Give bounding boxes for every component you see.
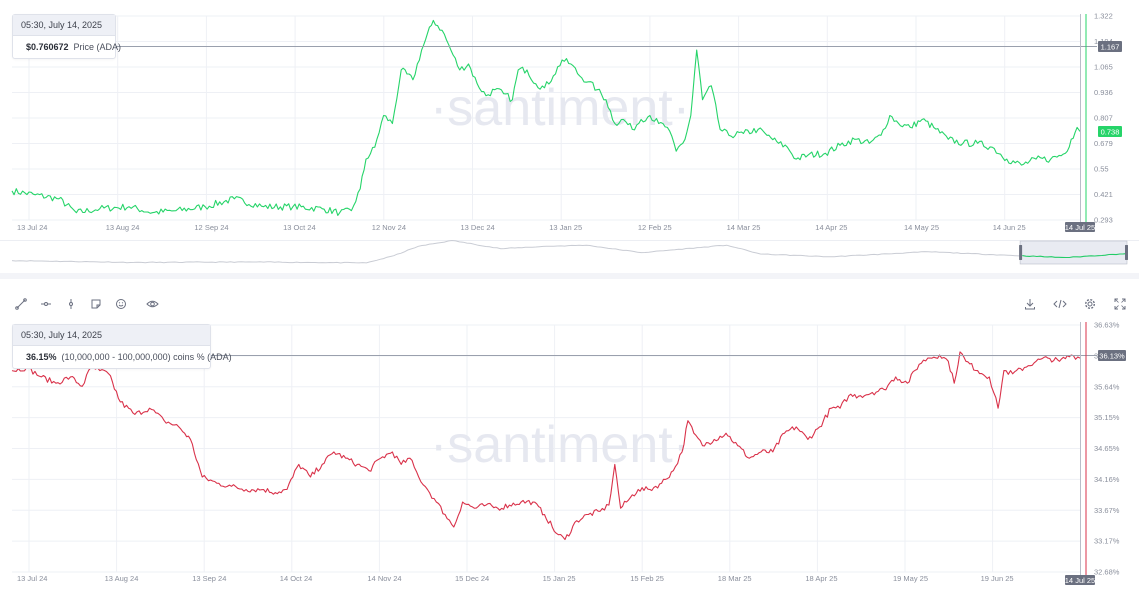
x-tick-label: 18 Mar 25 bbox=[718, 574, 752, 583]
x-tick-label: 19 May 25 bbox=[893, 574, 928, 583]
download-icon[interactable] bbox=[1023, 297, 1037, 311]
range-navigator[interactable] bbox=[0, 239, 1139, 265]
price-crosshair-value-tag: 1.167 bbox=[1098, 41, 1122, 52]
x-tick-label: 14 Mar 25 bbox=[727, 223, 761, 232]
x-tick-label: 15 Dec 24 bbox=[455, 574, 489, 583]
x-tick-label: 13 Dec 24 bbox=[461, 223, 495, 232]
y-tick-label: 0.421 bbox=[1094, 190, 1113, 199]
horizontal-ray-icon[interactable] bbox=[39, 297, 53, 311]
x-tick-label: 18 Apr 25 bbox=[805, 574, 837, 583]
holders-current-date: 14 Jul 25 bbox=[1065, 576, 1095, 585]
price-chart-grid bbox=[12, 15, 1080, 221]
y-tick-label: 1.065 bbox=[1094, 63, 1113, 72]
x-tick-label: 14 Nov 24 bbox=[367, 574, 401, 583]
line-tool-icon[interactable] bbox=[14, 297, 28, 311]
y-tick-label: 33.17% bbox=[1094, 537, 1120, 546]
x-tick-label: 14 Oct 24 bbox=[280, 574, 313, 583]
navigator-series bbox=[11, 239, 1128, 264]
holders-tooltip-value: 36.15% bbox=[26, 352, 57, 362]
y-tick-label: 36.63% bbox=[1094, 321, 1120, 330]
drawing-toolbar bbox=[14, 297, 159, 311]
holders-tooltip-date: 05:30, July 14, 2025 bbox=[13, 325, 210, 346]
x-tick-label: 13 Aug 24 bbox=[106, 223, 140, 232]
price-tooltip: 05:30, July 14, 2025 $0.760672 Price (AD… bbox=[12, 14, 121, 59]
navigator-selection[interactable] bbox=[1019, 240, 1128, 265]
navigator-window[interactable] bbox=[1019, 240, 1128, 265]
price-tooltip-label: Price (ADA) bbox=[73, 42, 122, 52]
x-tick-label: 13 Sep 24 bbox=[192, 574, 226, 583]
holders-tooltip: 05:30, July 14, 2025 36.15% (10,000,000 … bbox=[12, 324, 232, 369]
watermark-bottom: ·santiment· bbox=[430, 416, 690, 474]
holders-x-axis: 13 Jul 24 13 Aug 24 13 Sep 24 14 Oct 24 14 N… bbox=[17, 574, 1014, 583]
watermark-top: ·santiment· bbox=[430, 79, 690, 137]
y-tick-label: 0.55 bbox=[1094, 165, 1109, 174]
holders-tooltip-label: (10,000,000 - 100,000,000) coins % (ADA) bbox=[61, 352, 232, 362]
emoji-icon[interactable] bbox=[114, 297, 128, 311]
navigator-line bbox=[11, 239, 1128, 264]
y-tick-label: 35.15% bbox=[1094, 413, 1120, 422]
y-tick-label: 33.67% bbox=[1094, 506, 1120, 515]
y-tick-label: 32.68% bbox=[1094, 568, 1120, 577]
price-tooltip-date: 05:30, July 14, 2025 bbox=[13, 15, 115, 36]
holders-tooltip-row: 36.15% (10,000,000 - 100,000,000) coins … bbox=[13, 346, 232, 368]
x-tick-label: 13 Jul 24 bbox=[17, 223, 47, 232]
price-last-value-tag: 0.738 bbox=[1098, 126, 1122, 137]
x-tick-label: 14 Jun 25 bbox=[993, 223, 1026, 232]
y-tick-label: 35.64% bbox=[1094, 382, 1120, 391]
x-tick-label: 15 Feb 25 bbox=[630, 574, 664, 583]
note-icon[interactable] bbox=[89, 297, 103, 311]
y-tick-label: 1.322 bbox=[1094, 12, 1113, 21]
y-tick-label: 34.16% bbox=[1094, 475, 1120, 484]
holders-date-tag: 14 Jul 25 bbox=[1065, 575, 1095, 585]
holders-crosshair-value: 36.13% bbox=[1099, 352, 1125, 361]
price-current-date: 14 Jul 25 bbox=[1065, 223, 1095, 232]
navigator-left-handle[interactable] bbox=[1019, 245, 1023, 260]
x-tick-label: 13 Jan 25 bbox=[549, 223, 582, 232]
y-tick-label: 0.936 bbox=[1094, 88, 1113, 97]
embed-code-icon[interactable] bbox=[1053, 297, 1067, 311]
price-series[interactable] bbox=[11, 19, 1081, 216]
x-tick-label: 14 May 25 bbox=[904, 223, 939, 232]
price-crosshair-value: 1.167 bbox=[1101, 43, 1120, 52]
fullscreen-icon[interactable] bbox=[1113, 297, 1127, 311]
y-tick-label: 0.807 bbox=[1094, 114, 1113, 123]
x-tick-label: 12 Nov 24 bbox=[372, 223, 406, 232]
holders-crosshair-value-tag: 36.13% bbox=[1098, 350, 1126, 361]
chart-actions-toolbar bbox=[1023, 297, 1127, 311]
price-tooltip-value: $0.760672 bbox=[26, 42, 69, 52]
navigator-selected-line bbox=[1022, 253, 1128, 259]
settings-gear-icon[interactable] bbox=[1083, 297, 1097, 311]
price-x-axis: 13 Jul 24 13 Aug 24 12 Sep 24 13 Oct 24 12 N… bbox=[17, 223, 1026, 232]
navigator-right-handle[interactable] bbox=[1125, 245, 1128, 260]
x-tick-label: 13 Aug 24 bbox=[105, 574, 139, 583]
panel-divider bbox=[0, 273, 1139, 279]
x-tick-label: 14 Apr 25 bbox=[815, 223, 847, 232]
vertical-line-icon[interactable] bbox=[64, 297, 78, 311]
price-line[interactable] bbox=[11, 19, 1081, 216]
x-tick-label: 13 Oct 24 bbox=[283, 223, 316, 232]
y-tick-label: 0.293 bbox=[1094, 216, 1113, 225]
holders-line[interactable] bbox=[11, 351, 1081, 541]
x-tick-label: 12 Sep 24 bbox=[194, 223, 228, 232]
x-tick-label: 19 Jun 25 bbox=[981, 574, 1014, 583]
price-date-tag: 14 Jul 25 bbox=[1065, 222, 1095, 232]
holders-series[interactable] bbox=[11, 351, 1081, 541]
price-last-value: 0.738 bbox=[1101, 128, 1120, 137]
y-tick-label: 34.65% bbox=[1094, 444, 1120, 453]
x-tick-label: 12 Feb 25 bbox=[638, 223, 672, 232]
y-tick-label: 0.679 bbox=[1094, 139, 1113, 148]
x-tick-label: 15 Jan 25 bbox=[543, 574, 576, 583]
eye-icon[interactable] bbox=[145, 297, 159, 311]
price-tooltip-row: $0.760672 Price (ADA) bbox=[13, 36, 121, 58]
x-tick-label: 13 Jul 24 bbox=[17, 574, 47, 583]
